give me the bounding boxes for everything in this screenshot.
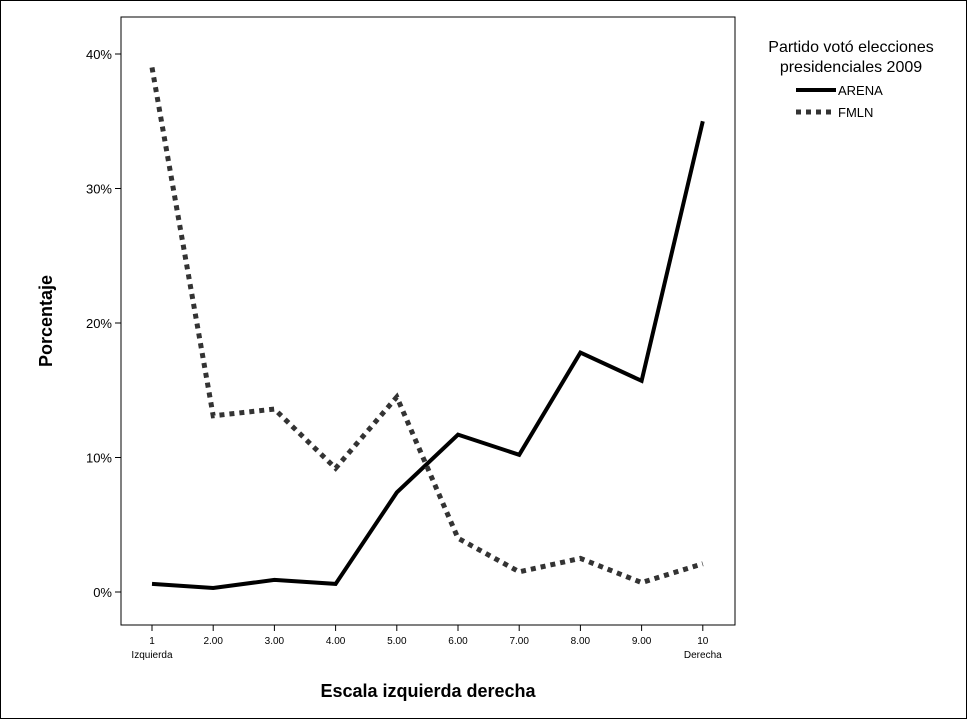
x-tick-label: 3.00 — [265, 636, 285, 647]
x-tick-label: 8.00 — [571, 636, 591, 647]
data-point-arena — [517, 453, 521, 457]
x-tick-label: 6.00 — [448, 636, 468, 647]
x-axis-title: Escala izquierda derecha — [320, 681, 536, 701]
x-tick-label: 2.00 — [203, 636, 223, 647]
data-point-fmln — [578, 556, 582, 560]
data-point-arena — [395, 490, 399, 494]
plot-area — [120, 16, 736, 626]
y-axis: 0% 10% 20% 30% 40% — [86, 47, 121, 600]
x-tick-label: 1 — [149, 636, 155, 647]
y-tick-label: 10% — [86, 451, 112, 466]
y-tick-label: 30% — [86, 182, 112, 197]
legend-title-line-2: presidenciales 2009 — [780, 59, 922, 76]
series-layer — [149, 65, 705, 590]
data-point-fmln — [456, 536, 460, 540]
data-point-arena — [150, 582, 154, 586]
x-tick-label: 9.00 — [632, 636, 652, 647]
data-point-fmln — [272, 407, 276, 411]
data-point-arena — [456, 433, 460, 437]
y-tick-label: 0% — [93, 585, 112, 600]
x-tick-sublabel: Izquierda — [131, 650, 173, 661]
data-point-arena — [640, 379, 644, 383]
data-point-fmln — [517, 570, 521, 574]
data-point-arena — [701, 119, 705, 123]
series-line-fmln — [149, 67, 704, 586]
legend-label-fmln: FMLN — [838, 105, 873, 120]
data-point-arena — [211, 586, 215, 590]
x-tick-label: 5.00 — [387, 636, 407, 647]
series-line-arena — [151, 120, 705, 590]
y-tick-label: 20% — [86, 316, 112, 331]
data-point-arena — [334, 582, 338, 586]
data-point-fmln — [395, 395, 399, 399]
x-tick-label: 7.00 — [509, 636, 529, 647]
y-axis-title: Porcentaje — [36, 275, 56, 367]
legend-title-line-1: Partido votó elecciones — [768, 39, 933, 56]
data-point-arena — [578, 351, 582, 355]
data-point-arena — [272, 578, 276, 582]
legend: Partido votó elecciones presidenciales 2… — [768, 39, 933, 120]
x-axis: 1 Izquierda 2.00 3.00 4.00 5.00 6.00 7.00 8.00 9.… — [131, 625, 722, 661]
legend-label-arena: ARENA — [838, 83, 883, 98]
data-point-fmln — [150, 65, 154, 69]
data-point-fmln — [211, 414, 215, 418]
x-tick-label: 10 — [697, 636, 709, 647]
data-point-fmln — [334, 466, 338, 470]
x-tick-sublabel: Derecha — [684, 650, 722, 661]
data-point-fmln — [701, 562, 705, 566]
y-tick-label: 40% — [86, 47, 112, 62]
x-tick-label: 4.00 — [326, 636, 346, 647]
data-point-fmln — [640, 581, 644, 585]
